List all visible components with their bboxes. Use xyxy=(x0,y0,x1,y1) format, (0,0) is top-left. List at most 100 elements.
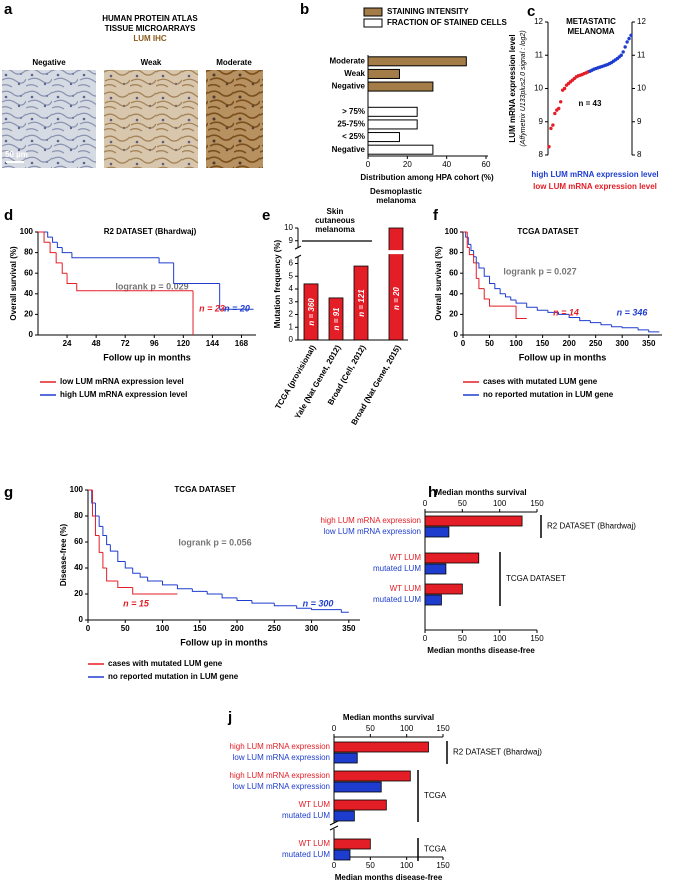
panel-letter: j xyxy=(227,709,232,726)
x-tick-label: 50 xyxy=(485,339,494,348)
axis-break xyxy=(294,254,302,259)
survival-step xyxy=(510,296,517,301)
y-axis-label: LUM mRNA expression level xyxy=(508,34,517,142)
chart-title: TCGA DATASET xyxy=(517,227,578,236)
series-n-label: n = 20 xyxy=(224,303,250,313)
survival-step xyxy=(273,603,297,607)
survival-step xyxy=(219,283,254,310)
bar xyxy=(328,297,344,341)
y-tick-label: 9 xyxy=(539,117,544,126)
category-label: < 25% xyxy=(342,132,365,141)
x-tick-label: 350 xyxy=(642,339,656,348)
y-axis-label: Overall survival (%) xyxy=(9,246,18,321)
legend-label: low LUM mRNA expression level xyxy=(60,377,184,386)
survival-step xyxy=(296,605,312,609)
legend-label: high LUM mRNA expression level xyxy=(531,170,658,179)
x-tick-label: 150 xyxy=(193,624,207,633)
survival-step xyxy=(600,322,612,326)
legend-label: cases with mutated LUM gene xyxy=(483,377,598,386)
x-axis-label: Follow up in months xyxy=(180,637,268,647)
x-tick-label: 100 xyxy=(400,861,414,870)
y2-tick-label: 8 xyxy=(637,150,642,159)
x-tick-label: Yale (Nat Genet, 2012) xyxy=(293,343,343,420)
bar xyxy=(333,849,351,861)
x-tick-label: 40 xyxy=(442,160,451,169)
point xyxy=(627,36,631,41)
survival-step xyxy=(98,516,103,527)
survival-step xyxy=(66,273,77,284)
group-label: Desmoplastic xyxy=(370,187,423,196)
y-tick-label: 60 xyxy=(24,268,33,277)
bar xyxy=(333,741,429,753)
survival-step xyxy=(489,298,517,307)
bar xyxy=(424,515,523,527)
bar-n-label: n = 20 xyxy=(392,287,401,310)
series-n-label: n = 23 xyxy=(199,303,225,313)
panel-letter: e xyxy=(262,207,270,224)
survival-step xyxy=(489,276,495,284)
y2-tick-label: 9 xyxy=(637,117,642,126)
y-tick-label: 9 xyxy=(289,236,294,245)
survival-step xyxy=(76,283,97,292)
survival-step xyxy=(106,535,111,546)
legend-label: no reported mutation in LUM gene xyxy=(483,390,614,399)
survival-step xyxy=(475,256,479,264)
panel-letter: b xyxy=(300,1,309,18)
bar-n-label: n = 121 xyxy=(357,289,366,317)
survival-step xyxy=(94,516,100,536)
bar xyxy=(424,583,463,595)
y-tick-label: 12 xyxy=(534,17,543,26)
category-label: mutated LUM xyxy=(282,811,330,820)
point xyxy=(629,33,633,37)
annotation: logrank p = 0.056 xyxy=(178,537,251,547)
x-tick-label: 50 xyxy=(458,634,467,643)
group-label: TCGA xyxy=(424,791,447,800)
survival-step xyxy=(147,577,163,582)
column-label: Moderate xyxy=(216,58,252,67)
x-tick-label: 300 xyxy=(616,339,630,348)
point xyxy=(562,86,567,91)
group-label: melanoma xyxy=(315,225,355,234)
y-tick-label: 0 xyxy=(454,330,459,339)
y-tick-label: 20 xyxy=(74,589,83,598)
survival-step xyxy=(547,310,559,313)
survival-step xyxy=(473,254,477,264)
survival-step xyxy=(221,594,238,599)
y-tick-label: 11 xyxy=(535,50,544,59)
y-tick-label: 0 xyxy=(289,335,294,344)
x-axis-label: Median months disease-free xyxy=(335,873,443,882)
x-tick-label: 0 xyxy=(423,634,428,643)
y-tick-label: 6 xyxy=(289,259,294,268)
survival-step xyxy=(61,262,68,274)
bar xyxy=(333,770,411,782)
x-tick-label: 250 xyxy=(268,624,282,633)
category-label: mutated LUM xyxy=(373,595,421,604)
legend-label: cases with mutated LUM gene xyxy=(108,659,223,668)
survival-step xyxy=(467,237,471,245)
y-tick-label: 100 xyxy=(20,227,34,236)
survival-step xyxy=(579,317,591,322)
point xyxy=(623,45,627,49)
y-tick-label: 100 xyxy=(70,485,84,494)
x2-tick-label: 0 xyxy=(332,724,337,733)
axis-break xyxy=(329,820,339,826)
y-tick-label: 10 xyxy=(534,84,543,93)
y-tick-label: 40 xyxy=(74,563,83,572)
survival-step xyxy=(162,581,178,586)
survival-step xyxy=(483,268,490,277)
survival-step xyxy=(311,608,342,611)
y2-tick-label: 10 xyxy=(637,84,646,93)
bar-break xyxy=(388,250,404,255)
point xyxy=(621,50,625,54)
x-tick-label: 50 xyxy=(121,624,130,633)
chart-title: MELANOMA xyxy=(567,27,614,36)
y-tick-label: 5 xyxy=(289,271,294,280)
x-tick-label: 0 xyxy=(461,339,466,348)
survival-step xyxy=(132,587,178,595)
x2-tick-label: 150 xyxy=(530,499,544,508)
survival-step xyxy=(91,490,96,504)
annotation: logrank p = 0.029 xyxy=(115,281,188,291)
survival-step xyxy=(176,584,193,590)
x2-tick-label: 100 xyxy=(400,724,414,733)
survival-step xyxy=(483,288,490,300)
